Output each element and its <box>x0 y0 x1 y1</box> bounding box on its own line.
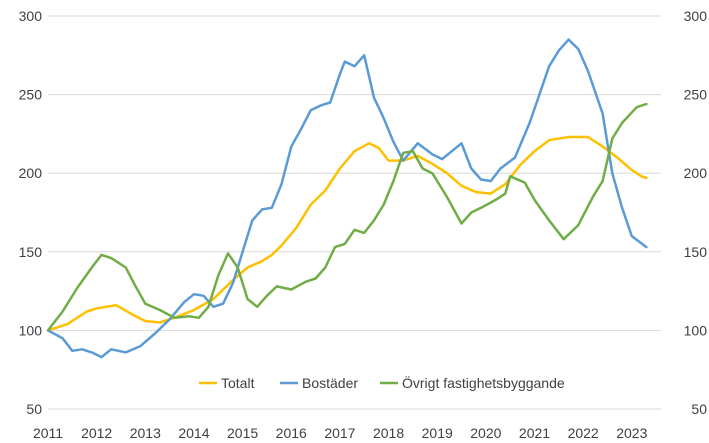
x-tick-label: 2019 <box>422 425 453 441</box>
y-tick-label-right: 150 <box>684 244 708 260</box>
y-tick-label-left: 250 <box>19 87 43 103</box>
y-tick-label-left: 200 <box>19 165 43 181</box>
x-tick-label: 2021 <box>519 425 550 441</box>
y-tick-label-left: 150 <box>19 244 43 260</box>
series-lines <box>46 38 648 359</box>
legend-label: Bostäder <box>302 375 358 391</box>
y-axis-left: 50 100 150 200 250 300 <box>19 8 43 417</box>
series-line-totalt <box>46 135 648 332</box>
y-tick-label-right: 200 <box>684 165 708 181</box>
x-tick-label: 2020 <box>470 425 501 441</box>
x-tick-label: 2015 <box>227 425 258 441</box>
x-tick-label: 2022 <box>568 425 599 441</box>
x-axis: 2011 2012 2013 2014 2015 2016 2017 2018 2019 2020… <box>33 425 648 441</box>
series-line--vrigt-fastighetsbyggande <box>46 102 648 332</box>
x-tick-label: 2016 <box>276 425 307 441</box>
x-tick-label: 2018 <box>373 425 404 441</box>
legend: Totalt Bostäder Övrigt fastighetsbyggande <box>199 374 565 391</box>
x-tick-label: 2017 <box>324 425 355 441</box>
gridlines <box>48 15 661 410</box>
x-tick-label: 2012 <box>81 425 112 441</box>
y-tick-label-left: 100 <box>19 322 43 338</box>
x-tick-label: 2014 <box>178 425 209 441</box>
y-tick-label-left: 50 <box>26 401 42 417</box>
x-tick-label: 2011 <box>33 425 63 441</box>
y-axis-right: 50 100 150 200 250 300 <box>684 8 708 417</box>
y-tick-label-right: 300 <box>684 8 708 24</box>
x-tick-label: 2013 <box>130 425 161 441</box>
series-line-bost-der <box>46 38 648 359</box>
legend-label: Övrigt fastighetsbyggande <box>402 374 565 391</box>
legend-label: Totalt <box>221 375 255 391</box>
y-tick-label-right: 50 <box>691 401 707 417</box>
y-tick-label-left: 300 <box>19 8 43 24</box>
y-tick-label-right: 250 <box>684 87 708 103</box>
x-tick-label: 2023 <box>616 425 647 441</box>
y-tick-label-right: 100 <box>684 322 708 338</box>
